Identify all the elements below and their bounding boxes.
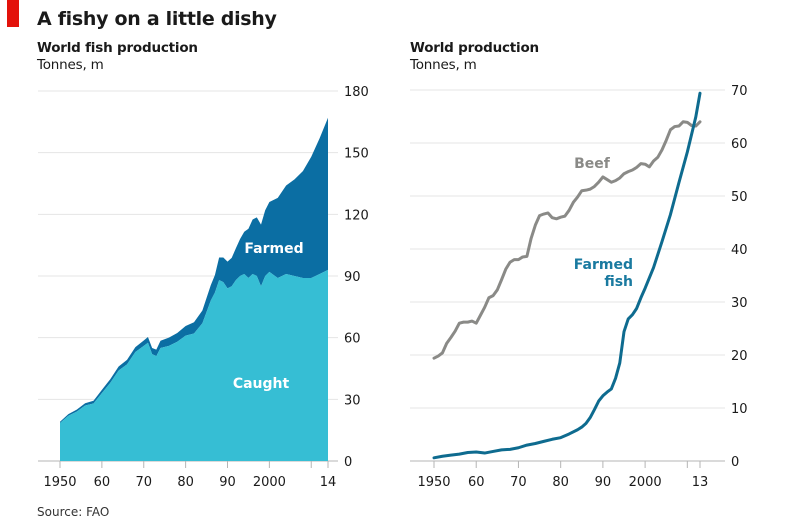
y-tick-label: 60 bbox=[344, 332, 361, 347]
y-tick-label: 60 bbox=[731, 137, 748, 152]
farmed-fish-series-label-line2: fish bbox=[604, 274, 633, 290]
left-chart-unit: Tonnes, m bbox=[37, 57, 104, 73]
farmed-fish-line bbox=[432, 91, 702, 460]
source-note: Source: FAO bbox=[37, 505, 110, 519]
x-tick-label: 60 bbox=[94, 475, 111, 490]
y-tick-label: 50 bbox=[731, 190, 748, 205]
x-tick-label: 1950 bbox=[43, 475, 76, 490]
left-chart-title: World fish production bbox=[37, 40, 198, 56]
beef-series-label: Beef bbox=[574, 156, 611, 172]
y-tick-label: 120 bbox=[344, 208, 369, 223]
y-tick-label: 0 bbox=[731, 455, 739, 470]
y-tick-label: 10 bbox=[731, 402, 748, 417]
x-tick-label: 14 bbox=[320, 475, 337, 490]
x-tick-label: 80 bbox=[552, 475, 569, 490]
farmed-fish-series-label-line1: Farmed bbox=[574, 257, 633, 273]
x-tick-label: 90 bbox=[219, 475, 236, 490]
right-chart-unit: Tonnes, m bbox=[410, 57, 477, 73]
caught-area bbox=[60, 269, 328, 461]
x-tick-label: 1950 bbox=[417, 475, 450, 490]
caught-series-label: Caught bbox=[233, 376, 290, 392]
y-tick-label: 30 bbox=[731, 296, 748, 311]
y-tick-label: 70 bbox=[731, 84, 748, 99]
y-tick-label: 30 bbox=[344, 393, 361, 408]
x-tick-label: 70 bbox=[510, 475, 527, 490]
y-tick-label: 20 bbox=[731, 349, 748, 364]
x-tick-label: 2000 bbox=[629, 475, 662, 490]
farmed-series-label: Farmed bbox=[244, 241, 303, 257]
x-tick-label: 2000 bbox=[253, 475, 286, 490]
x-tick-label: 80 bbox=[177, 475, 194, 490]
y-tick-label: 90 bbox=[344, 270, 361, 285]
x-tick-label: 13 bbox=[692, 475, 709, 490]
x-tick-label: 60 bbox=[468, 475, 485, 490]
beef-line bbox=[432, 120, 702, 360]
right-chart-title: World production bbox=[410, 40, 539, 56]
farmed-area bbox=[60, 117, 328, 423]
y-tick-label: 0 bbox=[344, 455, 352, 470]
figure-title: A fishy on a little dishy bbox=[37, 8, 277, 30]
y-tick-label: 180 bbox=[344, 85, 369, 100]
x-tick-label: 90 bbox=[595, 475, 612, 490]
y-tick-label: 40 bbox=[731, 243, 748, 258]
y-tick-label: 150 bbox=[344, 147, 369, 162]
x-tick-label: 70 bbox=[135, 475, 152, 490]
brand-red-tag bbox=[7, 0, 19, 27]
